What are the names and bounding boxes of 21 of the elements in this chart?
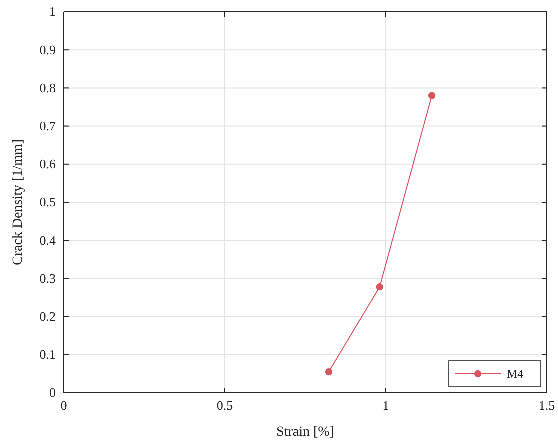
x-tick-label: 0 [60, 398, 68, 414]
y-tick-label: 0.4 [40, 232, 56, 248]
x-tick-label: 1.5 [538, 398, 556, 414]
point [325, 368, 333, 376]
y-tick-label: 0.5 [40, 194, 56, 210]
y-tick-label: 0 [50, 385, 56, 400]
point [376, 284, 384, 291]
y-tick-label: 0.6 [40, 156, 56, 172]
x-tick-label: 0.5 [216, 398, 234, 414]
y-tick-label: 1 [50, 4, 56, 20]
x-axis-title: Strain [%] [276, 425, 334, 440]
y-tick-label: 0.3 [40, 270, 56, 286]
y-axis-title: Crack Density [1/mm] [11, 140, 26, 266]
y-tick-label: 0.9 [40, 42, 56, 58]
point [428, 92, 436, 100]
legend-label: M4 [507, 367, 524, 381]
x-tick-label: 1 [382, 398, 390, 414]
y-tick-label: 0.2 [40, 308, 56, 324]
y-tick-label: 0.8 [40, 80, 56, 96]
y-tick-label: 0.7 [40, 118, 56, 134]
y-tick-label: 0.1 [40, 347, 56, 362]
